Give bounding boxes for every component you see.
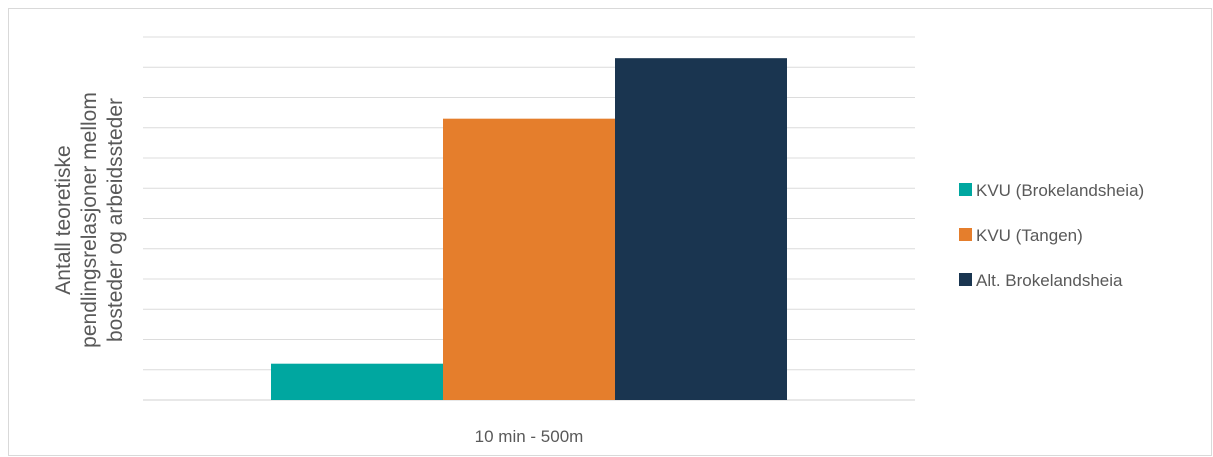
bars [271, 58, 787, 401]
x-axis-tick-labels: 10 min - 500m [475, 427, 584, 446]
legend-label: KVU (Tangen) [976, 226, 1083, 245]
x-tick-label: 10 min - 500m [475, 427, 584, 446]
y-axis-label-line: bosteder og arbeidssteder [104, 98, 127, 342]
y-axis-label-line: pendlingsrelasjoner mellom [78, 92, 101, 348]
y-axis-label-line: Antall teoretiske [52, 145, 75, 294]
legend-swatch [959, 183, 972, 196]
y-axis-label: Antall teoretiske pendlingsrelasjoner mel… [52, 92, 127, 348]
legend-swatch [959, 273, 972, 286]
legend-label: KVU (Brokelandsheia) [976, 181, 1144, 200]
legend-swatch [959, 228, 972, 241]
legend-label: Alt. Brokelandsheia [976, 271, 1123, 290]
bar-kvu-brokelandsheia [271, 363, 443, 400]
bar-kvu-tangen [443, 118, 615, 401]
bar-alt-brokelandsheia [615, 58, 787, 401]
legend: KVU (Brokelandsheia) KVU (Tangen) Alt. Bro… [959, 181, 1144, 290]
